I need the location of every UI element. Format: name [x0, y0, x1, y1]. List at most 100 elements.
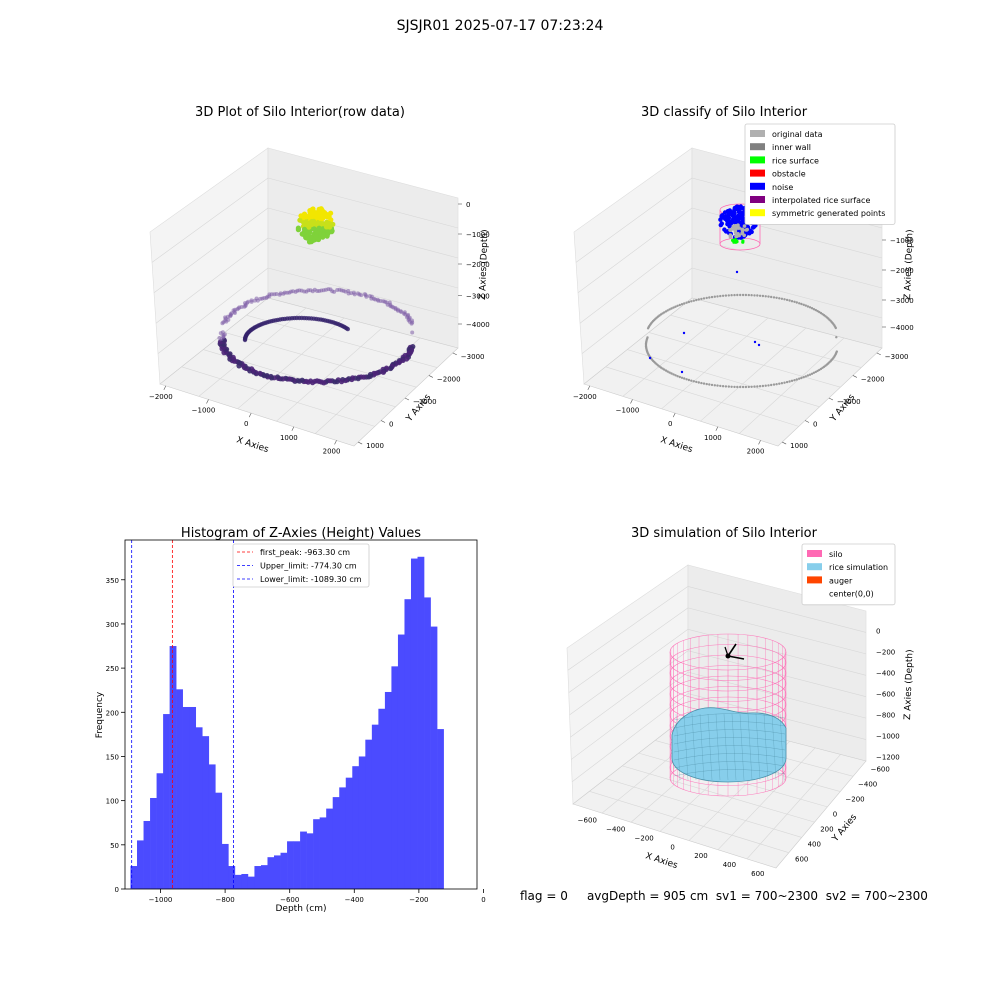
- y-tick-label: 300: [106, 621, 119, 629]
- z-tick-label: −800: [876, 712, 895, 720]
- data-point: [737, 206, 742, 212]
- simulation-3d-plot: 3D simulation of Silo Interior −600 −400 −…: [566, 526, 915, 878]
- simulation-legend-swatch: [807, 563, 822, 571]
- y-tick-label: −1000: [413, 398, 437, 406]
- z-tick-label: 0: [876, 628, 880, 636]
- y-tick-label: −600: [871, 765, 890, 773]
- data-point: [741, 239, 745, 243]
- x-tick: [672, 413, 676, 418]
- grid-line: [267, 267, 459, 319]
- data-point: [736, 385, 739, 389]
- histogram-legend-label: Lower_limit: -1089.30 cm: [260, 575, 362, 584]
- histogram-bar: [137, 840, 144, 889]
- histogram-bar: [280, 852, 288, 889]
- histogram-legend-label: Upper_limit: -774.30 cm: [260, 562, 357, 571]
- classify-legend-frame: [744, 123, 896, 225]
- histogram-bar: [430, 626, 438, 889]
- data-point: [295, 225, 301, 231]
- data-point: [764, 295, 767, 298]
- x-tick-label: 0: [481, 896, 485, 904]
- y-tick: [452, 352, 457, 356]
- z-tick-label: −2000: [890, 267, 914, 275]
- simulation-legend-frame: [801, 543, 896, 606]
- data-point: [708, 383, 711, 386]
- histogram-bar: [397, 634, 405, 889]
- data-point: [721, 385, 725, 388]
- data-point: [736, 293, 739, 297]
- grid-line: [605, 366, 799, 427]
- histogram-bar: [195, 727, 203, 889]
- grid-line: [267, 177, 459, 229]
- data-point: [810, 372, 814, 375]
- data-point: [409, 321, 414, 326]
- grid-line: [151, 177, 269, 263]
- raw-point-cloud: [217, 206, 416, 386]
- data-point: [722, 227, 727, 232]
- classify-legend-swatch: [750, 209, 765, 217]
- x-tick-label: −400: [606, 825, 625, 833]
- grid-line: [579, 237, 693, 324]
- data-point: [668, 371, 671, 374]
- histogram-bar: [326, 808, 334, 889]
- histogram-bar: [215, 792, 223, 889]
- x-tick-label: 2000: [747, 447, 765, 455]
- grid-line: [738, 337, 845, 434]
- histogram-bar: [267, 857, 275, 889]
- grid-line: [267, 237, 459, 289]
- grid-line: [575, 177, 693, 263]
- y-tick-label: 350: [106, 577, 119, 585]
- histogram-bar: [254, 866, 262, 889]
- rice-mesh-line: [673, 753, 786, 761]
- rice-mesh-line: [747, 713, 753, 781]
- data-point: [812, 371, 816, 374]
- data-point: [700, 297, 703, 301]
- histogram-bars: [130, 556, 444, 889]
- data-point: [697, 298, 700, 301]
- grid-line: [687, 671, 867, 719]
- histogram-x-label: Depth (cm): [275, 904, 326, 914]
- grid-line: [224, 332, 417, 388]
- histogram-bar: [189, 706, 197, 889]
- z-tick-label: −1000: [876, 733, 900, 741]
- rice-mesh-line: [683, 713, 689, 781]
- histogram-bar: [156, 773, 164, 889]
- data-point: [728, 235, 733, 239]
- histogram-bar: [260, 865, 268, 889]
- x-tick: [334, 440, 337, 445]
- grid-line: [687, 628, 867, 676]
- data-point: [756, 385, 759, 388]
- data-point: [708, 296, 711, 299]
- histogram-bar: [358, 756, 366, 889]
- rice-simulation-surface: [671, 707, 787, 783]
- data-point: [301, 226, 308, 232]
- data-point: [313, 233, 319, 240]
- data-point: [780, 382, 784, 385]
- data-point: [750, 294, 753, 297]
- data-point: [761, 294, 765, 298]
- data-point: [713, 295, 716, 298]
- data-point: [320, 208, 326, 214]
- histogram-bar: [169, 646, 177, 889]
- data-point: [674, 305, 677, 308]
- x-tick: [587, 385, 591, 390]
- data-point: [713, 384, 716, 387]
- grid-line: [581, 267, 693, 354]
- data-point: [816, 369, 819, 373]
- z-tick-label: −600: [876, 691, 895, 699]
- data-point: [733, 231, 738, 235]
- data-point: [672, 373, 675, 376]
- grid-line: [314, 337, 421, 434]
- data-point: [767, 295, 770, 298]
- data-point: [835, 336, 838, 339]
- data-point: [750, 385, 753, 388]
- data-point: [670, 372, 673, 375]
- data-point: [685, 378, 688, 381]
- y-tick-label: 250: [106, 665, 119, 673]
- simulation-legend-swatch: [807, 550, 822, 557]
- data-point: [719, 384, 722, 388]
- y-tick-label: 1000: [790, 442, 808, 450]
- x-tick-label: 600: [751, 870, 764, 878]
- simulation-x-label: X Axies: [644, 851, 679, 871]
- simulation-legend: silo rice simulation auger center(0,0): [801, 543, 896, 606]
- data-point: [788, 380, 791, 383]
